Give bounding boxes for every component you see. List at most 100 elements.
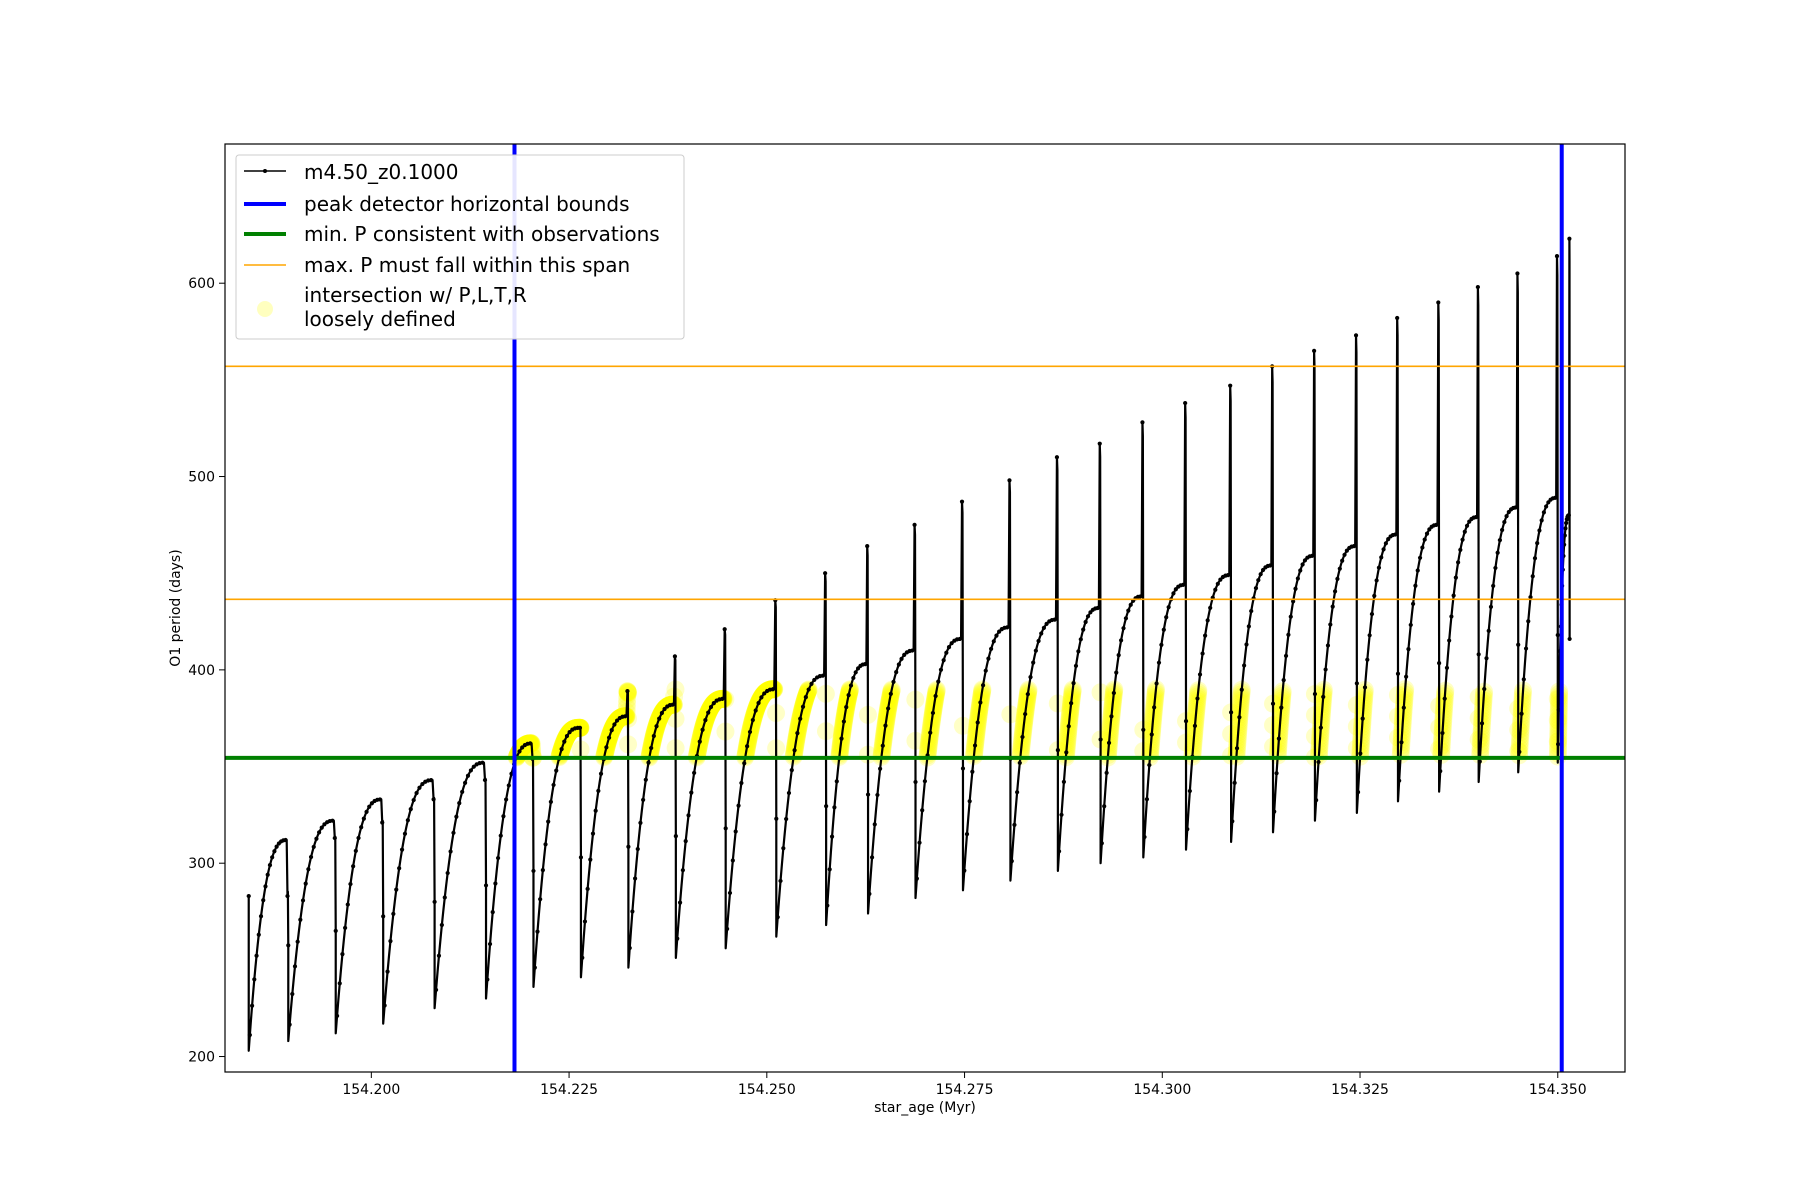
period-point bbox=[1054, 455, 1060, 460]
period-point bbox=[706, 710, 711, 715]
period-point bbox=[457, 801, 462, 806]
period-point bbox=[1464, 523, 1470, 528]
period-point bbox=[337, 981, 342, 986]
period-point bbox=[1434, 522, 1439, 528]
period-point bbox=[844, 705, 849, 710]
period-point bbox=[490, 909, 495, 915]
period-point bbox=[1183, 719, 1189, 724]
period-point bbox=[414, 790, 419, 796]
period-point bbox=[912, 522, 917, 527]
period-point bbox=[258, 914, 264, 919]
period-point bbox=[733, 829, 738, 834]
period-point bbox=[272, 849, 277, 854]
period-point bbox=[756, 700, 761, 706]
period-point bbox=[274, 844, 279, 849]
period-point bbox=[1041, 625, 1047, 630]
period-point bbox=[462, 780, 468, 785]
period-point bbox=[946, 645, 952, 650]
period-point bbox=[285, 893, 290, 899]
period-point bbox=[1564, 520, 1569, 526]
period-point bbox=[361, 816, 366, 821]
period-point bbox=[812, 677, 817, 683]
period-point bbox=[1477, 759, 1482, 764]
period-point bbox=[1497, 538, 1502, 543]
period-point bbox=[886, 706, 891, 711]
legend-swatch-black-marker bbox=[263, 169, 267, 173]
period-point bbox=[548, 799, 553, 804]
period-point bbox=[1567, 236, 1572, 241]
period-point bbox=[708, 704, 714, 710]
period-point bbox=[1556, 742, 1561, 747]
period-point bbox=[883, 723, 888, 728]
legend-label-min-p: min. P consistent with observations bbox=[304, 222, 660, 246]
period-point bbox=[997, 629, 1002, 634]
y-tick-label: 500 bbox=[188, 470, 215, 486]
x-tick-label: 154.350 bbox=[1529, 1082, 1587, 1098]
period-point bbox=[580, 955, 585, 960]
period-point bbox=[1232, 780, 1237, 786]
period-point bbox=[1295, 576, 1300, 581]
period-point bbox=[598, 771, 604, 776]
period-point bbox=[1298, 568, 1303, 573]
period-point bbox=[834, 779, 839, 784]
period-point bbox=[1462, 529, 1467, 534]
period-point bbox=[531, 868, 536, 874]
period-point bbox=[408, 806, 413, 812]
period-point bbox=[1567, 636, 1572, 642]
period-point bbox=[1242, 663, 1247, 668]
period-point bbox=[1104, 770, 1109, 775]
period-point bbox=[399, 847, 405, 852]
period-point bbox=[722, 627, 727, 632]
period-point bbox=[800, 704, 806, 709]
period-point bbox=[1453, 575, 1458, 580]
period-point bbox=[1395, 671, 1401, 676]
period-point bbox=[1036, 638, 1041, 644]
period-point bbox=[1028, 674, 1033, 680]
period-point bbox=[959, 499, 965, 504]
x-axis: 154.200 154.225 154.250 154.275 154.300 154.3… bbox=[342, 1072, 1587, 1098]
period-point bbox=[1291, 599, 1296, 604]
period-point bbox=[975, 720, 980, 725]
period-point bbox=[1365, 657, 1370, 662]
period-point bbox=[1144, 797, 1150, 802]
period-point bbox=[1519, 711, 1524, 716]
period-point bbox=[736, 803, 741, 808]
period-point bbox=[1401, 705, 1406, 710]
period-point bbox=[786, 790, 792, 796]
period-point bbox=[677, 900, 683, 905]
period-point bbox=[445, 870, 450, 876]
period-point bbox=[578, 855, 584, 860]
period-point bbox=[609, 728, 614, 733]
period-point bbox=[1555, 632, 1560, 638]
period-point bbox=[1073, 663, 1079, 669]
period-point bbox=[1052, 617, 1057, 622]
period-point bbox=[588, 857, 593, 862]
period-point bbox=[1187, 788, 1192, 794]
period-point bbox=[1166, 605, 1171, 610]
period-point bbox=[1039, 631, 1044, 636]
period-point bbox=[938, 667, 944, 672]
period-point bbox=[1044, 621, 1049, 626]
period-point bbox=[1316, 759, 1321, 765]
period-point bbox=[1095, 605, 1100, 611]
period-point bbox=[848, 683, 854, 688]
period-point bbox=[1399, 740, 1404, 745]
period-point bbox=[917, 840, 922, 845]
period-point bbox=[356, 835, 361, 841]
period-point bbox=[317, 830, 322, 835]
period-point bbox=[825, 903, 830, 908]
period-point bbox=[625, 689, 630, 694]
period-point bbox=[662, 706, 667, 712]
period-point bbox=[1530, 574, 1535, 579]
period-point bbox=[941, 658, 946, 663]
period-point bbox=[295, 939, 300, 944]
period-point bbox=[1415, 568, 1420, 573]
period-point bbox=[487, 941, 493, 947]
period-point bbox=[920, 808, 925, 813]
period-point bbox=[1475, 284, 1480, 290]
period-point bbox=[501, 814, 506, 819]
period-point bbox=[700, 727, 705, 732]
period-point bbox=[986, 656, 991, 661]
period-point bbox=[654, 724, 659, 729]
period-point bbox=[863, 661, 868, 667]
